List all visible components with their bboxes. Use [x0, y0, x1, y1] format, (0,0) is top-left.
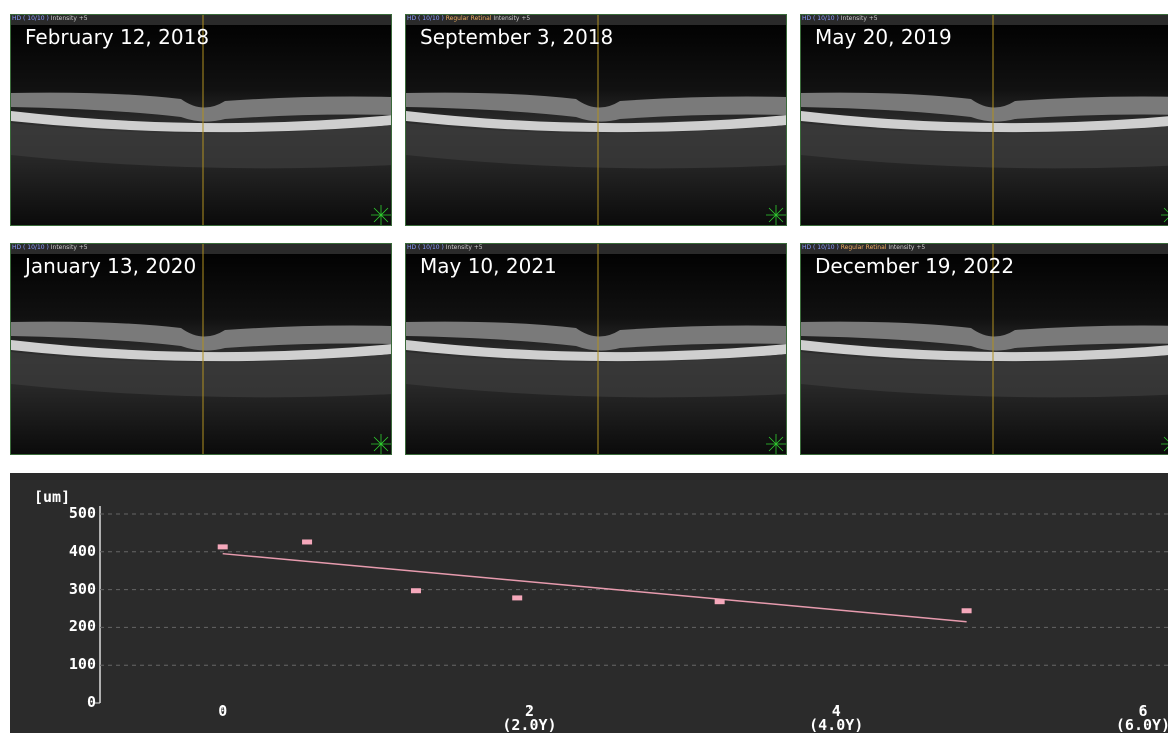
- page: HD ( 10/10 ) Intensity +5February 12, 20…: [0, 0, 1168, 733]
- data-point: [512, 595, 522, 600]
- data-point: [302, 539, 312, 544]
- data-point: [715, 599, 725, 604]
- y-tick-label: 400: [69, 544, 96, 558]
- y-axis-label: [um]: [34, 490, 70, 504]
- y-tick-label: 0: [87, 695, 96, 709]
- y-tick-label: 200: [69, 619, 96, 633]
- y-tick-label: 300: [69, 582, 96, 596]
- x-tick-label: 2 (2.0Y): [489, 704, 569, 732]
- x-tick-label: 0: [183, 704, 263, 718]
- data-point: [962, 608, 972, 613]
- chart: [0, 0, 1168, 733]
- chart-background: [10, 473, 1168, 733]
- data-point: [411, 588, 421, 593]
- y-tick-label: 500: [69, 506, 96, 520]
- y-tick-label: 100: [69, 657, 96, 671]
- data-point: [218, 544, 228, 549]
- x-tick-label: 4 (4.0Y): [796, 704, 876, 732]
- x-tick-label: 6 (6.0Y): [1103, 704, 1168, 732]
